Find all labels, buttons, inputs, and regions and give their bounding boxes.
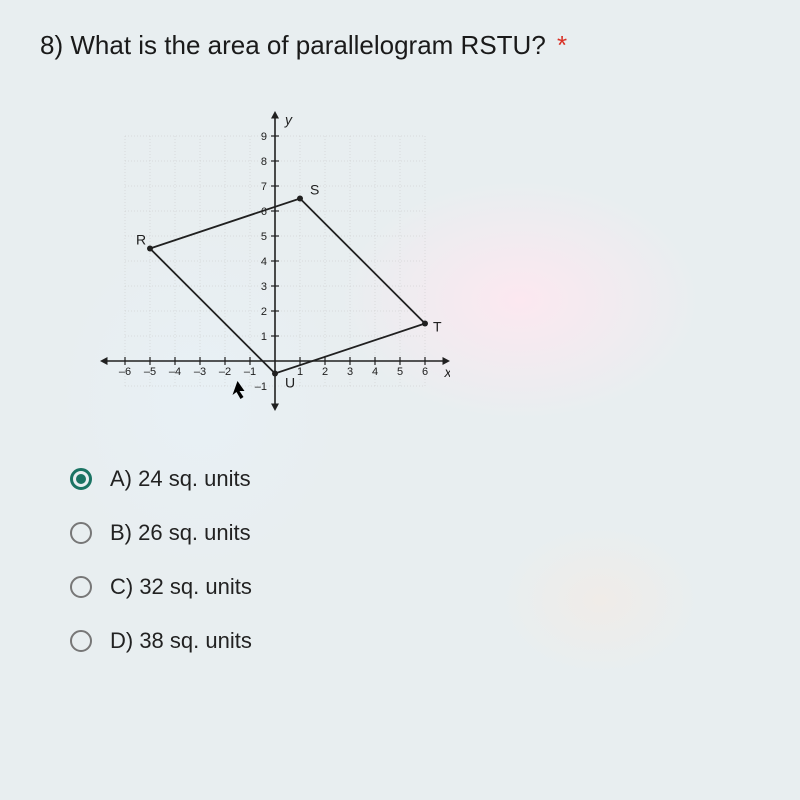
svg-text:–2: –2: [219, 366, 231, 378]
radio-c[interactable]: [70, 576, 92, 598]
svg-text:1: 1: [297, 366, 303, 378]
option-c-label: C) 32 sq. units: [110, 574, 252, 600]
svg-text:T: T: [433, 319, 442, 335]
svg-text:9: 9: [261, 131, 267, 143]
svg-text:y: y: [284, 112, 293, 128]
svg-text:R: R: [136, 232, 146, 248]
svg-text:5: 5: [397, 366, 403, 378]
svg-text:2: 2: [322, 366, 328, 378]
svg-text:4: 4: [261, 256, 267, 268]
question-body: What is the area of parallelogram RSTU?: [70, 30, 545, 60]
required-marker: *: [557, 30, 567, 60]
svg-text:6: 6: [422, 366, 428, 378]
question-text: 8) What is the area of parallelogram RST…: [40, 30, 760, 61]
svg-text:S: S: [310, 182, 319, 198]
svg-text:–3: –3: [194, 366, 206, 378]
radio-a[interactable]: [70, 468, 92, 490]
question-number: 8): [40, 30, 63, 60]
option-d[interactable]: D) 38 sq. units: [70, 628, 760, 654]
svg-text:x: x: [444, 364, 451, 380]
svg-text:–5: –5: [144, 366, 156, 378]
svg-text:3: 3: [261, 281, 267, 293]
svg-text:5: 5: [261, 231, 267, 243]
svg-text:2: 2: [261, 306, 267, 318]
graph-container: yx–6–5–4–3–2–1123456123456789–1RSTU: [100, 111, 760, 416]
svg-text:U: U: [285, 375, 295, 391]
svg-text:8: 8: [261, 156, 267, 168]
svg-text:7: 7: [261, 181, 267, 193]
svg-text:–1: –1: [255, 381, 267, 393]
svg-text:–6: –6: [119, 366, 131, 378]
svg-text:3: 3: [347, 366, 353, 378]
option-a-label: A) 24 sq. units: [110, 466, 251, 492]
svg-text:4: 4: [372, 366, 378, 378]
option-b[interactable]: B) 26 sq. units: [70, 520, 760, 546]
options-list: A) 24 sq. units B) 26 sq. units C) 32 sq…: [70, 466, 760, 654]
radio-d[interactable]: [70, 630, 92, 652]
option-a[interactable]: A) 24 sq. units: [70, 466, 760, 492]
svg-text:–4: –4: [169, 366, 181, 378]
option-d-label: D) 38 sq. units: [110, 628, 252, 654]
svg-text:1: 1: [261, 331, 267, 343]
svg-text:–1: –1: [244, 366, 256, 378]
option-c[interactable]: C) 32 sq. units: [70, 574, 760, 600]
coordinate-graph: yx–6–5–4–3–2–1123456123456789–1RSTU: [100, 111, 450, 411]
radio-b[interactable]: [70, 522, 92, 544]
option-b-label: B) 26 sq. units: [110, 520, 251, 546]
